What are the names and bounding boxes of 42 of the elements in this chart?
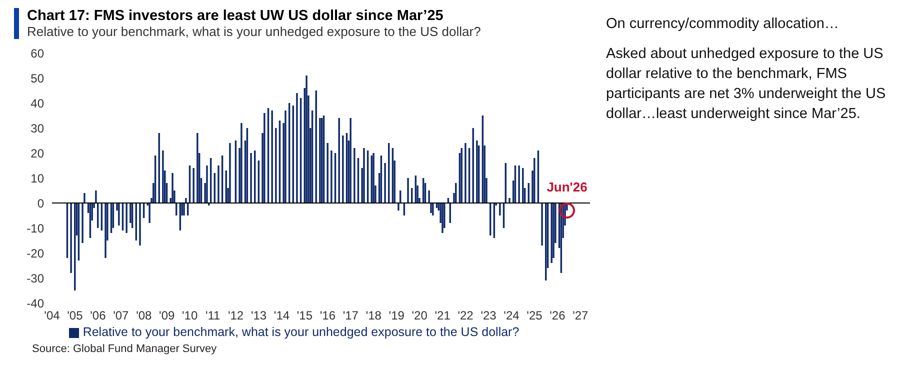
x-tick-label: '04 (44, 308, 60, 323)
x-tick-label: '24 (504, 308, 520, 323)
source-note: Source: Global Fund Manager Survey (32, 343, 218, 355)
x-tick-label: '06 (90, 308, 106, 323)
chart-title: Chart 17: FMS investors are least UW US dollar since Mar’25 (27, 8, 444, 24)
y-tick-label: 30 (30, 121, 44, 136)
x-tick-label: '08 (136, 308, 152, 323)
y-tick-label: -30 (26, 271, 44, 286)
x-tick-label: '07 (113, 308, 130, 323)
y-tick-label: 10 (30, 171, 44, 186)
x-tick-label: '20 (412, 308, 428, 323)
x-tick-label: '21 (434, 308, 451, 323)
x-tick-label: '13 (250, 308, 267, 323)
chart-subtitle: Relative to your benchmark, what is your unhedged exposure to the US dollar? (27, 24, 481, 39)
x-tick-label: '17 (342, 308, 359, 323)
x-tick-label: '23 (480, 308, 497, 323)
y-tick-label: 50 (30, 71, 44, 86)
x-tick-label: '10 (182, 308, 198, 323)
x-tick-label: '25 (526, 308, 543, 323)
annotation: Jun'26 (546, 180, 588, 194)
x-tick-label: '11 (205, 308, 221, 323)
x-tick-label: '09 (159, 308, 176, 323)
x-tick-label: '27 (572, 308, 589, 323)
x-tick-label: '15 (296, 308, 313, 323)
y-tick-label: -20 (26, 246, 44, 260)
y-tick-label: -40 (26, 296, 44, 310)
text: On currency/commodity allocation… (606, 16, 840, 32)
y-tick-label: 20 (30, 146, 44, 160)
legend-label: Relative to your benchmark, what is your unhedged exposure to the US dollar? (82, 325, 520, 339)
y-tick-label: -10 (26, 221, 44, 236)
x-tick-label: '18 (366, 308, 382, 323)
y-tick-label: 40 (30, 96, 44, 110)
x-tick-label: '19 (388, 308, 405, 323)
x-tick-label: '22 (458, 308, 474, 323)
y-tick-label: 60 (30, 46, 44, 60)
x-tick-label: '16 (320, 308, 336, 323)
x-tick-label: '26 (550, 308, 566, 323)
y-tick-label: 0 (37, 196, 44, 210)
x-tick-label: '05 (67, 308, 84, 323)
x-tick-label: '14 (274, 308, 290, 323)
x-tick-label: '12 (228, 308, 244, 323)
text: Asked about unhedged exposure to the US dollar relative to the benchmark, FMS participants are net 3% underweight the US dollar…least underweight since Mar’25. (606, 45, 887, 124)
